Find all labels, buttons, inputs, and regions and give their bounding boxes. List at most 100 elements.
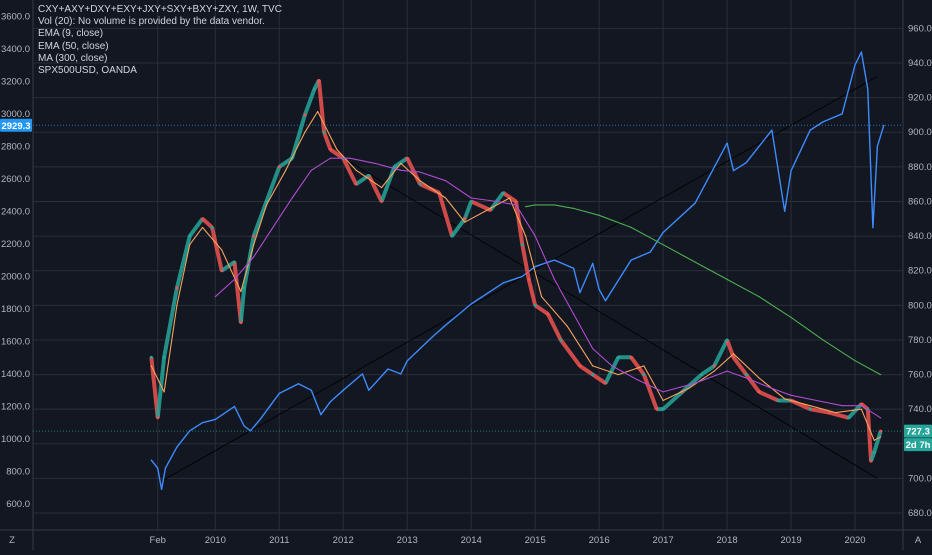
legend-ema50[interactable]: EMA (50, close): [38, 40, 109, 52]
candle-point[interactable]: [220, 269, 224, 273]
candle-point[interactable]: [578, 364, 582, 368]
candle-point[interactable]: [354, 182, 358, 186]
candle-point[interactable]: [317, 78, 321, 82]
candle-point[interactable]: [463, 217, 467, 221]
spx-line-point: [310, 389, 312, 391]
candle-point[interactable]: [559, 338, 563, 342]
candle-point[interactable]: [869, 459, 873, 463]
ma300-line[interactable]: [525, 204, 881, 376]
spx-line-point: [387, 368, 389, 370]
timezone-icon: Z: [9, 535, 15, 546]
spx-line-point: [432, 335, 434, 338]
candle-point[interactable]: [872, 450, 876, 454]
candle-point[interactable]: [380, 199, 384, 203]
ema9-line-point: [336, 148, 338, 151]
candle-point[interactable]: [392, 165, 396, 169]
candle-point[interactable]: [731, 355, 735, 359]
ema50-line-point: [553, 278, 555, 280]
candle-point[interactable]: [655, 407, 659, 411]
candle-point[interactable]: [367, 174, 371, 178]
candle-point[interactable]: [405, 156, 409, 160]
ma300-line-point: [726, 278, 728, 280]
candle-point[interactable]: [699, 373, 703, 377]
candle-point[interactable]: [277, 165, 281, 169]
candle-point[interactable]: [175, 286, 179, 290]
candle-point[interactable]: [252, 234, 256, 238]
spx-line-point: [297, 383, 300, 385]
legend-ma300[interactable]: MA (300, close): [38, 52, 108, 64]
candle-point[interactable]: [642, 373, 646, 377]
candle-point[interactable]: [162, 355, 166, 359]
candle-segment: [744, 373, 761, 394]
legend-ema9[interactable]: EMA (9, close): [38, 28, 104, 40]
candle-point[interactable]: [712, 364, 716, 368]
candle-point[interactable]: [156, 416, 160, 420]
legend-overlay-symbol[interactable]: SPX500USD, OANDA: [38, 65, 137, 77]
candle-point[interactable]: [520, 243, 524, 247]
candle-segment: [661, 390, 684, 411]
candle-point[interactable]: [629, 355, 633, 359]
candle-point[interactable]: [239, 321, 243, 325]
ema9-line-point: [873, 439, 875, 441]
candle-point[interactable]: [303, 113, 307, 117]
candle-point[interactable]: [744, 373, 748, 377]
candle-point[interactable]: [827, 411, 831, 415]
candle-point[interactable]: [879, 429, 883, 433]
trendline-2[interactable]: [343, 157, 878, 479]
candle-point[interactable]: [210, 225, 214, 229]
candle-point[interactable]: [527, 277, 531, 281]
candle-point[interactable]: [312, 87, 316, 91]
left-axis-tick-label: 2800.0: [1, 141, 30, 152]
candle-point[interactable]: [469, 199, 473, 203]
spx-line[interactable]: [150, 51, 885, 491]
candle-point[interactable]: [546, 312, 550, 316]
left-axis-tick-label: 2400.0: [1, 206, 30, 217]
spx-line-point: [771, 129, 773, 131]
candle-point[interactable]: [201, 217, 205, 221]
trendline-1[interactable]: [163, 75, 878, 481]
candle-point[interactable]: [328, 148, 332, 152]
right-axis-tick-label: 680.0: [908, 508, 932, 519]
ma300-line-point: [854, 360, 856, 362]
candle-segment: [188, 217, 205, 238]
ema9-line-point: [524, 235, 527, 237]
ema50-line-point: [310, 169, 312, 171]
candle-point[interactable]: [264, 199, 268, 203]
spx-line-point: [189, 430, 191, 432]
candle-point[interactable]: [859, 402, 863, 406]
legend: CXY+AXY+DXY+EXY+JXY+SXY+BXY+ZXY, 1W, TVC…: [38, 4, 282, 77]
right-axis-tick-label: 760.0: [908, 370, 932, 381]
candle-point[interactable]: [757, 390, 761, 394]
candle-point[interactable]: [776, 399, 780, 403]
legend-volume[interactable]: Vol (20): No volume is provided by the d…: [38, 16, 265, 28]
candle-point[interactable]: [242, 286, 246, 290]
candle-point[interactable]: [418, 182, 422, 186]
ema9-line-point: [732, 353, 735, 355]
candle-point[interactable]: [149, 355, 153, 359]
ema9-line[interactable]: [150, 110, 881, 441]
spx-line-point: [176, 446, 178, 448]
right-price-badge-label: 727.3: [906, 427, 930, 438]
candle-point[interactable]: [514, 199, 518, 203]
candle-segment: [520, 244, 531, 280]
candle-point[interactable]: [591, 373, 595, 377]
candle-point[interactable]: [322, 130, 326, 134]
candle-point[interactable]: [533, 303, 537, 307]
ema9-line-point: [540, 296, 543, 298]
candle-point[interactable]: [725, 338, 729, 342]
legend-main-symbol[interactable]: CXY+AXY+DXY+EXY+JXY+SXY+BXY+ZXY, 1W, TVC: [38, 4, 282, 15]
time-axis-tick-label: 2013: [397, 535, 418, 546]
candle-point[interactable]: [661, 407, 665, 411]
candle-point[interactable]: [450, 234, 454, 238]
candle-point[interactable]: [604, 381, 608, 385]
spx-line-point: [259, 418, 261, 421]
spx-line-point: [342, 389, 344, 391]
candle-point[interactable]: [808, 407, 812, 411]
candle-point[interactable]: [188, 234, 192, 238]
candle-point[interactable]: [847, 416, 851, 420]
candle-point[interactable]: [616, 355, 620, 359]
candle-point[interactable]: [233, 260, 237, 264]
candle-point[interactable]: [501, 191, 505, 195]
